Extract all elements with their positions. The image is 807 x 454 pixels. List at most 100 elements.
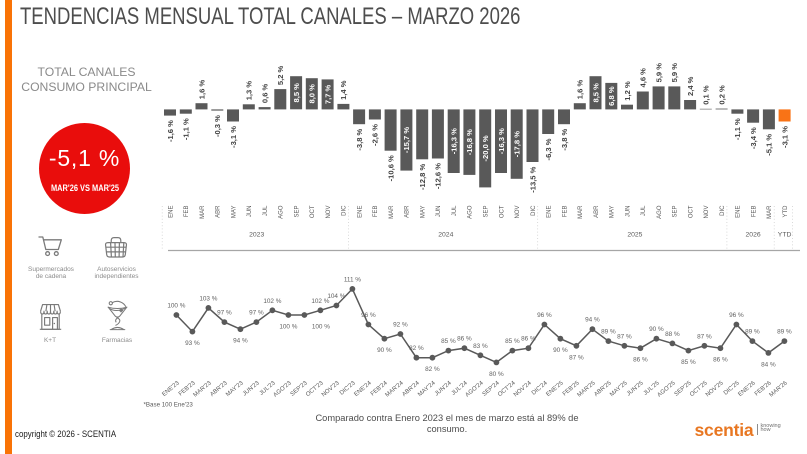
svg-text:SEP: SEP: [484, 206, 490, 218]
svg-text:-6,3 %: -6,3 %: [544, 138, 553, 160]
svg-text:ENE'25: ENE'25: [545, 380, 565, 398]
svg-text:86 %: 86 %: [713, 357, 728, 364]
svg-text:-20,0 %: -20,0 %: [481, 135, 490, 161]
svg-text:96 %: 96 %: [729, 312, 744, 319]
svg-text:JUN'24: JUN'24: [434, 380, 453, 398]
svg-text:MAY: MAY: [610, 206, 616, 219]
svg-text:NOV'25: NOV'25: [705, 380, 725, 398]
svg-text:85 %: 85 %: [681, 359, 696, 366]
svg-text:SEP: SEP: [294, 206, 300, 218]
svg-text:NOV: NOV: [704, 206, 710, 219]
svg-text:JUL: JUL: [452, 205, 458, 216]
svg-text:93 %: 93 %: [185, 340, 200, 347]
svg-text:ENE: ENE: [168, 206, 174, 218]
svg-text:SEP: SEP: [673, 206, 679, 218]
svg-text:-12,6 %: -12,6 %: [434, 163, 443, 189]
svg-text:MAR'26: MAR'26: [769, 380, 790, 399]
svg-text:FEB: FEB: [373, 206, 379, 218]
svg-text:-10,6 %: -10,6 %: [386, 155, 395, 181]
svg-text:97 %: 97 %: [217, 310, 232, 317]
svg-text:AGO: AGO: [279, 205, 285, 219]
svg-text:100 %: 100 %: [312, 324, 330, 331]
svg-text:89 %: 89 %: [777, 329, 792, 336]
svg-text:97 %: 97 %: [249, 310, 264, 317]
svg-text:87 %: 87 %: [569, 354, 584, 361]
svg-text:2026: 2026: [746, 232, 761, 239]
svg-text:-1,1 %: -1,1 %: [182, 118, 191, 140]
svg-text:6,8 %: 6,8 %: [607, 86, 616, 106]
svg-text:1,4 %: 1,4 %: [339, 80, 348, 100]
svg-text:ENE: ENE: [547, 206, 553, 218]
svg-text:87 %: 87 %: [617, 333, 632, 340]
svg-text:89 %: 89 %: [601, 329, 616, 336]
svg-text:5,2 %: 5,2 %: [276, 65, 285, 85]
svg-text:JUN: JUN: [436, 206, 442, 218]
svg-text:-12,8 %: -12,8 %: [418, 164, 427, 190]
svg-text:-13,5 %: -13,5 %: [528, 166, 537, 192]
svg-text:NOV'23: NOV'23: [321, 380, 341, 398]
svg-text:MAR: MAR: [389, 205, 395, 219]
svg-text:MAY'23: MAY'23: [225, 380, 245, 398]
svg-text:103 %: 103 %: [199, 295, 217, 302]
svg-text:8,5 %: 8,5 %: [292, 83, 301, 103]
svg-text:82 %: 82 %: [409, 345, 424, 352]
svg-text:OCT: OCT: [688, 205, 694, 218]
svg-text:85 %: 85 %: [505, 338, 520, 345]
svg-text:-3,4 %: -3,4 %: [749, 127, 758, 149]
svg-text:DIC: DIC: [342, 205, 348, 216]
svg-text:5,9 %: 5,9 %: [654, 63, 663, 83]
svg-text:MAR'25: MAR'25: [577, 380, 598, 399]
svg-text:MAR: MAR: [578, 205, 584, 219]
svg-text:84 %: 84 %: [761, 361, 776, 368]
svg-text:-1,6 %: -1,6 %: [166, 120, 175, 142]
svg-text:YTD: YTD: [778, 232, 792, 239]
svg-text:104 %: 104 %: [327, 293, 345, 300]
svg-text:100 %: 100 %: [279, 324, 297, 331]
svg-text:94 %: 94 %: [585, 317, 600, 324]
svg-text:89 %: 89 %: [745, 329, 760, 336]
svg-text:AGO'24: AGO'24: [465, 380, 486, 399]
svg-text:-1,1 %: -1,1 %: [733, 118, 742, 140]
svg-text:86 %: 86 %: [457, 336, 472, 343]
svg-text:OCT: OCT: [310, 205, 316, 218]
svg-text:100 %: 100 %: [167, 303, 185, 310]
svg-text:ABR: ABR: [405, 205, 411, 218]
svg-text:87 %: 87 %: [697, 333, 712, 340]
svg-text:90 %: 90 %: [377, 347, 392, 354]
svg-text:JUN: JUN: [247, 206, 253, 218]
svg-text:96 %: 96 %: [361, 312, 376, 319]
svg-text:8,5 %: 8,5 %: [591, 83, 600, 103]
svg-text:MAR'23: MAR'23: [193, 380, 214, 399]
svg-text:5,9 %: 5,9 %: [670, 63, 679, 83]
svg-text:90 %: 90 %: [649, 326, 664, 333]
svg-text:2024: 2024: [438, 232, 453, 239]
svg-text:82 %: 82 %: [425, 366, 440, 373]
svg-text:FEB: FEB: [562, 206, 568, 218]
svg-text:DIC: DIC: [720, 205, 726, 216]
svg-text:ABR: ABR: [594, 205, 600, 218]
svg-text:MAR: MAR: [767, 205, 773, 219]
svg-text:-15,7 %: -15,7 %: [402, 127, 411, 153]
svg-text:-5,1 %: -5,1 %: [765, 134, 774, 156]
svg-text:-3,8 %: -3,8 %: [560, 128, 569, 150]
svg-text:7,7 %: 7,7 %: [323, 84, 332, 104]
svg-text:ENE: ENE: [357, 206, 363, 218]
svg-text:JUN'25: JUN'25: [626, 380, 645, 398]
svg-text:NOV: NOV: [515, 206, 521, 219]
svg-text:MAR: MAR: [200, 205, 206, 219]
svg-text:ENE'26: ENE'26: [737, 380, 757, 398]
svg-text:0,1 %: 0,1 %: [702, 85, 711, 105]
svg-text:0,2 %: 0,2 %: [717, 85, 726, 105]
svg-text:JUN: JUN: [625, 206, 631, 218]
svg-text:-16,3 %: -16,3 %: [497, 128, 506, 154]
svg-text:86 %: 86 %: [633, 357, 648, 364]
svg-text:-2,6 %: -2,6 %: [371, 124, 380, 146]
svg-text:FEB: FEB: [751, 206, 757, 218]
svg-text:JUN'23: JUN'23: [242, 380, 261, 398]
svg-text:111 %: 111 %: [344, 276, 361, 283]
svg-text:MAY'24: MAY'24: [417, 380, 437, 398]
svg-text:85 %: 85 %: [441, 338, 456, 345]
svg-text:86 %: 86 %: [521, 336, 536, 343]
svg-text:OCT: OCT: [499, 205, 505, 218]
svg-text:-16,3 %: -16,3 %: [450, 128, 459, 154]
